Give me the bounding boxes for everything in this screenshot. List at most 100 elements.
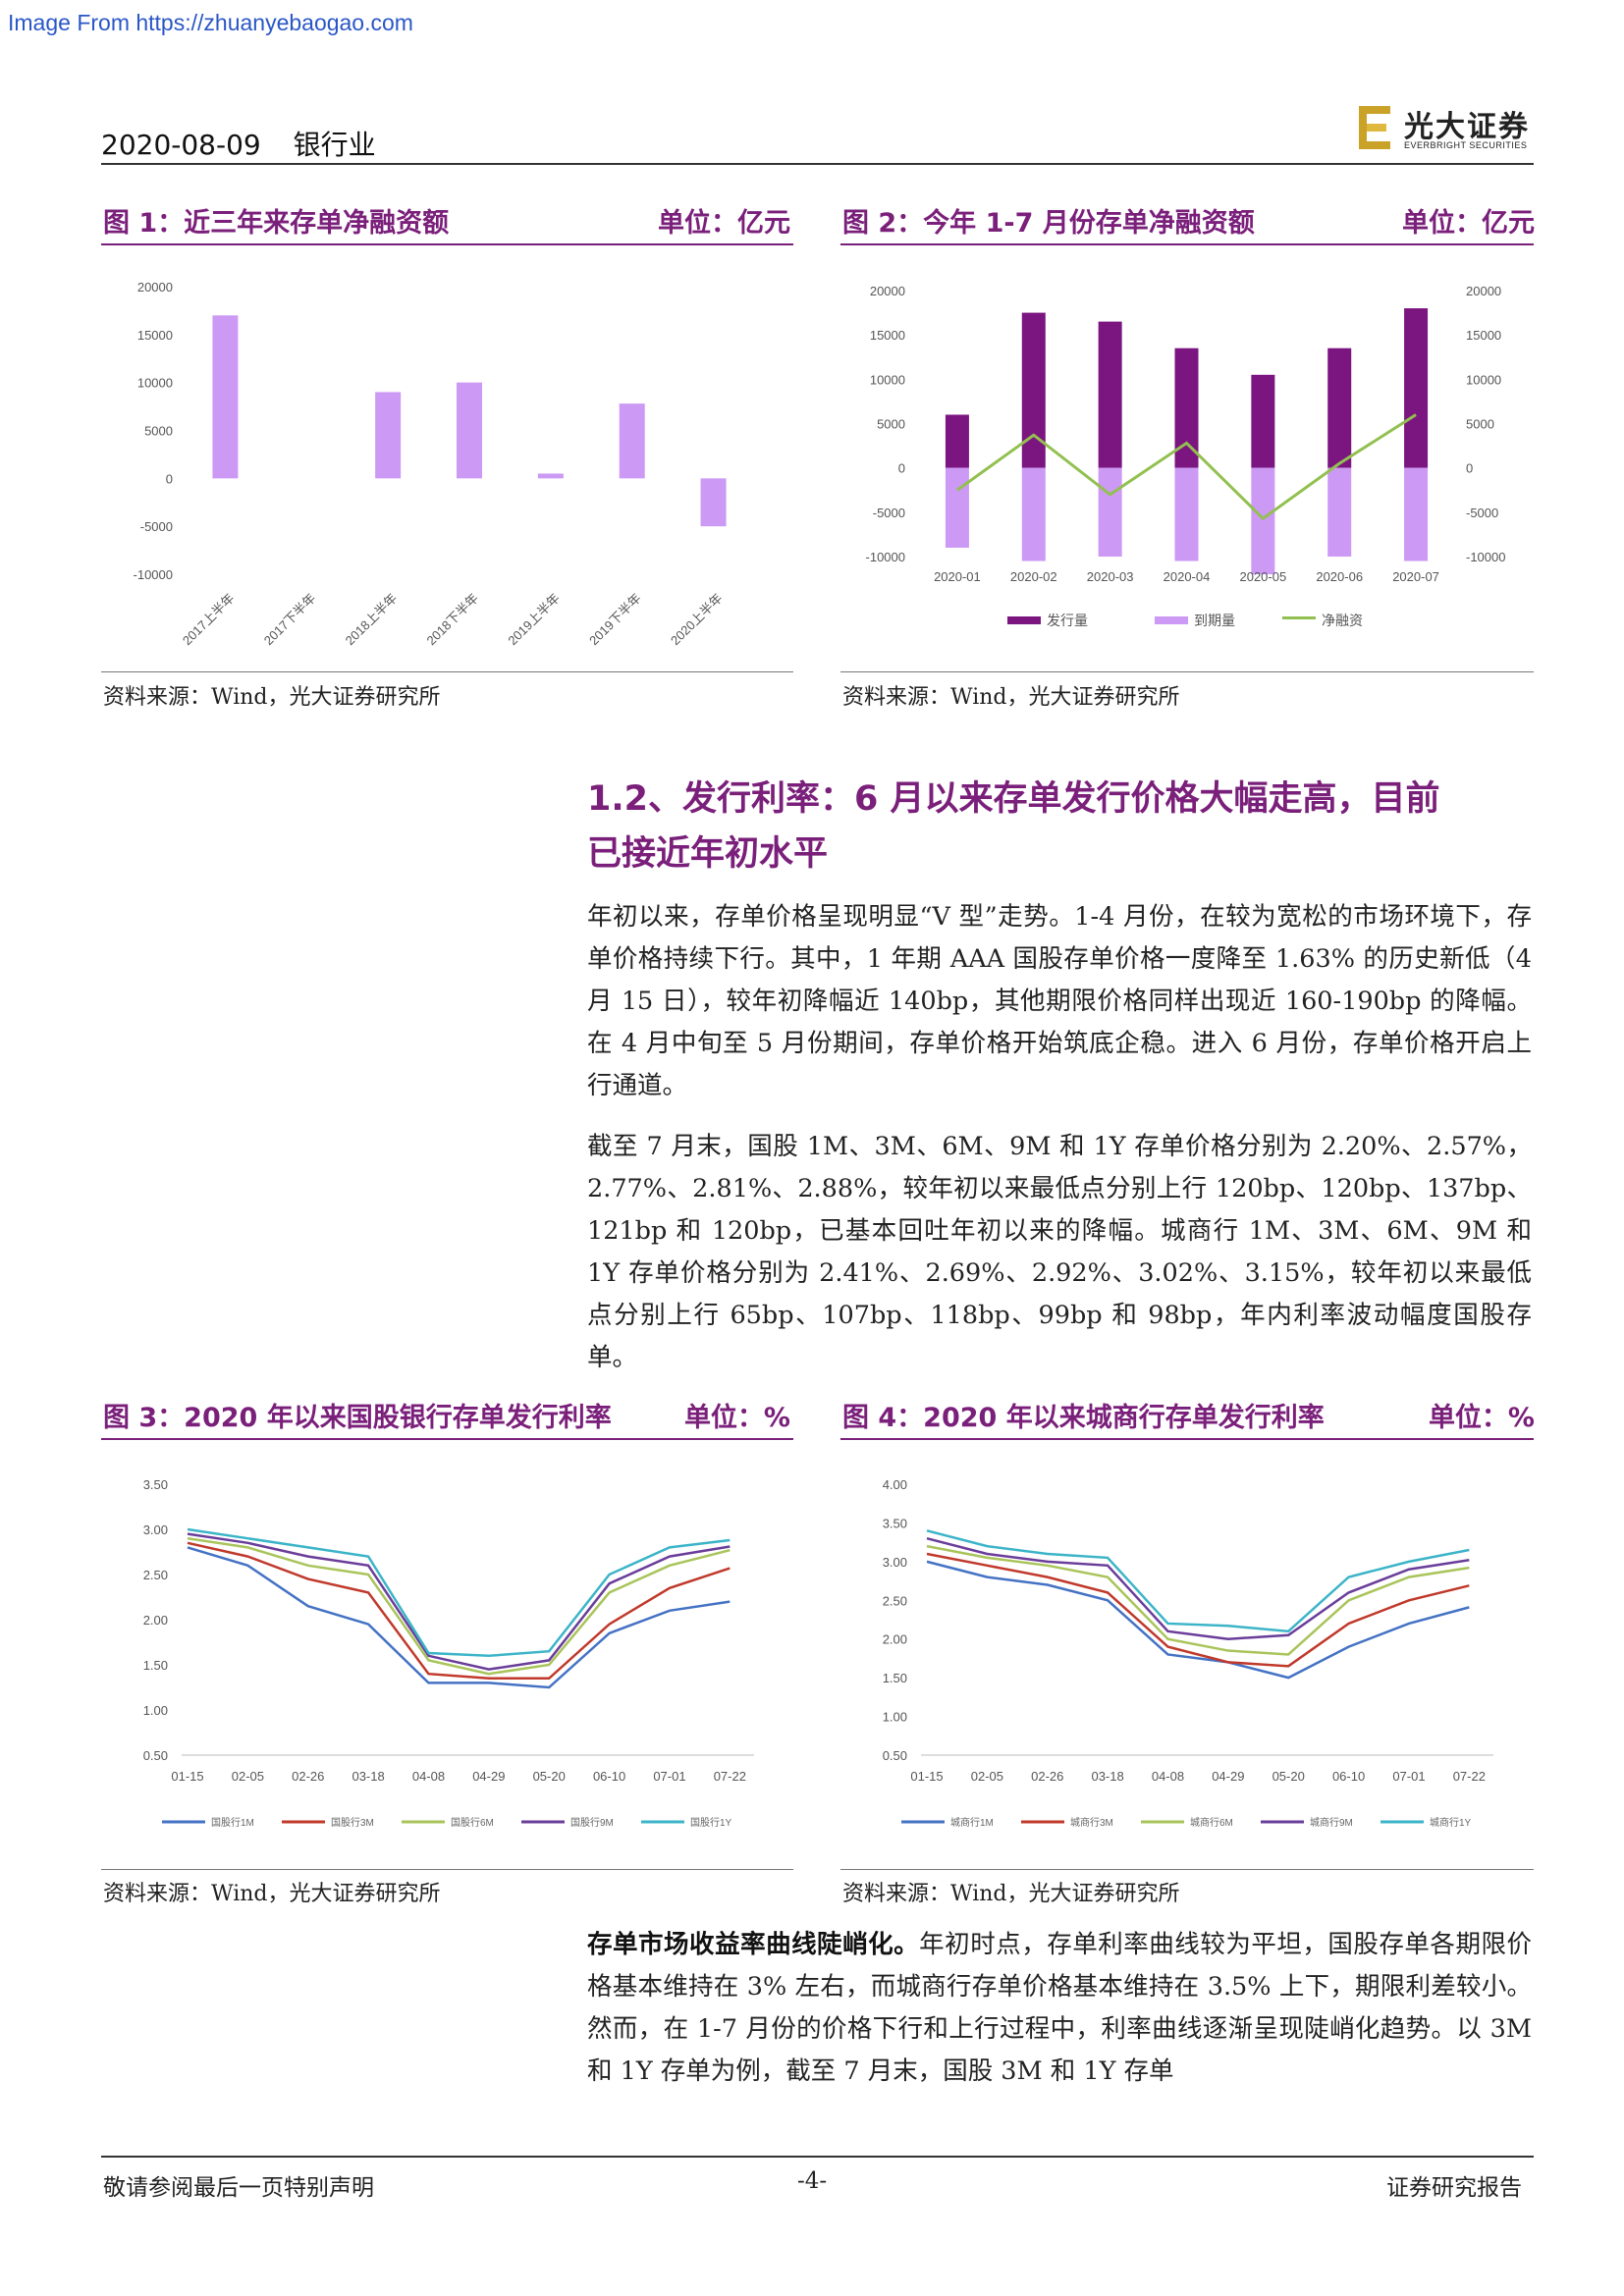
series-line <box>187 1527 731 1658</box>
y-tick-label: 4.00 <box>883 1477 907 1492</box>
series-line <box>926 1529 1470 1633</box>
logo-cn: 光大证券 <box>1404 110 1530 144</box>
x-tick-label: 02-05 <box>232 1769 264 1784</box>
fig4-rule <box>840 1438 1534 1440</box>
y-tick-label-right: 15000 <box>1466 328 1501 343</box>
y-tick-label: 1.00 <box>883 1710 907 1725</box>
legend-label: 城商行1Y <box>1430 1816 1472 1829</box>
paragraph-3-body: 年初时点，存单利率曲线较为平坦，国股存单各期限价格基本维持在 3% 左右，而城商… <box>587 1930 1532 2086</box>
x-tick-label: 2017下半年 <box>261 591 319 649</box>
section-heading-line1: 1.2、发行利率：6 月以来存单发行价格大幅走高，目前 <box>587 779 1440 819</box>
footer-disclaimer: 敬请参阅最后一页特别声明 <box>103 2175 374 2201</box>
fig1-unit: 单位：亿元 <box>658 208 790 239</box>
legend-label: 国股行1Y <box>690 1816 732 1829</box>
y-tick-label: -10000 <box>134 567 173 582</box>
fig1-source: 资料来源：Wind，光大证券研究所 <box>103 685 441 710</box>
bar <box>619 403 645 479</box>
legend-label: 城商行3M <box>1070 1816 1113 1829</box>
legend-label: 到期量 <box>1194 613 1235 628</box>
paragraph-2: 截至 7 月末，国股 1M、3M、6M、9M 和 1Y 存单价格分别为 2.20… <box>587 1132 1532 1372</box>
x-tick-label: 2019上半年 <box>505 591 563 649</box>
series-line <box>926 1536 1470 1640</box>
x-tick-label: 02-26 <box>1031 1769 1063 1784</box>
x-tick-label: 2020-05 <box>1239 569 1286 584</box>
legend-label: 城商行6M <box>1190 1816 1233 1829</box>
x-tick-label: 05-20 <box>533 1769 566 1784</box>
footer-report-type: 证券研究报告 <box>1386 2175 1522 2201</box>
y-tick-label: 1.50 <box>883 1671 907 1685</box>
bar-maturity <box>1404 467 1429 561</box>
fig1-chart: 20000 15000 10000 5000 0 -5000 -10000 2017上半年 20… <box>134 280 727 649</box>
report-industry: 银行业 <box>293 129 376 161</box>
report-header: 2020-08-09 银行业 <box>101 124 400 163</box>
fig2-source: 资料来源：Wind，光大证券研究所 <box>842 685 1180 710</box>
fig4-title: 图 4：2020 年以来城商行存单发行利率 <box>842 1403 1325 1433</box>
bar-maturity <box>1021 467 1046 561</box>
x-tick-label: 07-22 <box>714 1769 746 1784</box>
report-date: 2020-08-09 <box>101 129 261 161</box>
x-tick-label: 06-10 <box>593 1769 625 1784</box>
y-tick-label-left: -5000 <box>873 506 905 520</box>
x-tick-label: 04-08 <box>1152 1769 1184 1784</box>
fig3-title: 图 3：2020 年以来国股银行存单发行利率 <box>103 1403 612 1433</box>
legend-label: 发行量 <box>1047 613 1088 628</box>
fig2-title: 图 2：今年 1-7 月份存单净融资额 <box>842 208 1255 239</box>
y-tick-label: 3.50 <box>143 1477 168 1492</box>
x-tick-label: 02-26 <box>292 1769 324 1784</box>
fig2-source-rule <box>840 671 1534 672</box>
fig4-unit: 单位：% <box>1428 1403 1535 1433</box>
y-tick-label: 3.00 <box>883 1555 907 1570</box>
fig3-source-rule <box>101 1869 793 1870</box>
x-tick-label: 07-01 <box>1392 1769 1425 1784</box>
x-tick-label: 2020-01 <box>934 569 981 584</box>
bar-issue <box>1021 312 1046 468</box>
series-line <box>187 1532 731 1671</box>
fig3-source: 资料来源：Wind，光大证券研究所 <box>103 1882 441 1906</box>
y-tick-label-left: 10000 <box>870 372 905 387</box>
bar-maturity <box>1327 467 1352 557</box>
everbright-logo-icon <box>1359 106 1390 149</box>
bar-maturity <box>1098 467 1122 557</box>
y-tick-label-right: 5000 <box>1466 417 1494 432</box>
legend-label: 城商行9M <box>1310 1816 1353 1829</box>
y-tick-label: 2.00 <box>883 1632 907 1647</box>
y-tick-label-left: -10000 <box>866 550 905 564</box>
y-tick-label: 1.50 <box>143 1658 168 1673</box>
x-tick-label: 03-18 <box>1091 1769 1123 1784</box>
legend-swatch <box>1282 616 1316 619</box>
bar-issue <box>1098 321 1122 468</box>
y-tick-label: 1.00 <box>143 1703 168 1718</box>
bar-issue <box>1327 347 1352 468</box>
x-tick-label: 2020-04 <box>1164 569 1211 584</box>
y-tick-label: 0.50 <box>883 1748 907 1763</box>
fig2-unit: 单位：亿元 <box>1402 208 1535 239</box>
y-tick-label-left: 5000 <box>877 417 905 432</box>
x-tick-label: 02-05 <box>971 1769 1003 1784</box>
x-tick-label: 2020上半年 <box>668 591 726 649</box>
fig2-chart: 20000 20000 15000 15000 10000 10000 5000 5000 0 0… <box>866 284 1506 628</box>
x-tick-label: 2020-06 <box>1316 569 1363 584</box>
legend-label: 国股行3M <box>331 1816 374 1829</box>
fig1-source-rule <box>101 671 793 672</box>
fig1-rule <box>101 243 793 245</box>
fig4-source: 资料来源：Wind，光大证券研究所 <box>842 1882 1180 1906</box>
bar-issue <box>945 414 969 468</box>
x-tick-label: 2019下半年 <box>586 591 644 649</box>
series-line <box>926 1552 1470 1668</box>
y-tick-label: 15000 <box>137 328 173 343</box>
x-tick-label: 07-22 <box>1453 1769 1486 1784</box>
x-tick-label: 04-08 <box>412 1769 445 1784</box>
series-line <box>187 1541 731 1681</box>
section-heading: 1.2、发行利率：6 月以来存单发行价格大幅走高，目前 已接近年初水平 <box>587 772 1549 881</box>
footer-divider <box>101 2156 1534 2158</box>
y-tick-label: 2.50 <box>883 1593 907 1608</box>
series-line <box>926 1560 1470 1680</box>
x-tick-label: 05-20 <box>1272 1769 1305 1784</box>
bar <box>457 382 482 479</box>
y-tick-label-right: -10000 <box>1466 550 1505 564</box>
legend-label: 国股行6M <box>451 1816 494 1829</box>
fig1-title: 图 1：近三年来存单净融资额 <box>103 208 450 239</box>
y-tick-label: 0 <box>166 471 173 486</box>
x-tick-label: 04-29 <box>1212 1769 1244 1784</box>
bar-maturity <box>945 467 969 548</box>
